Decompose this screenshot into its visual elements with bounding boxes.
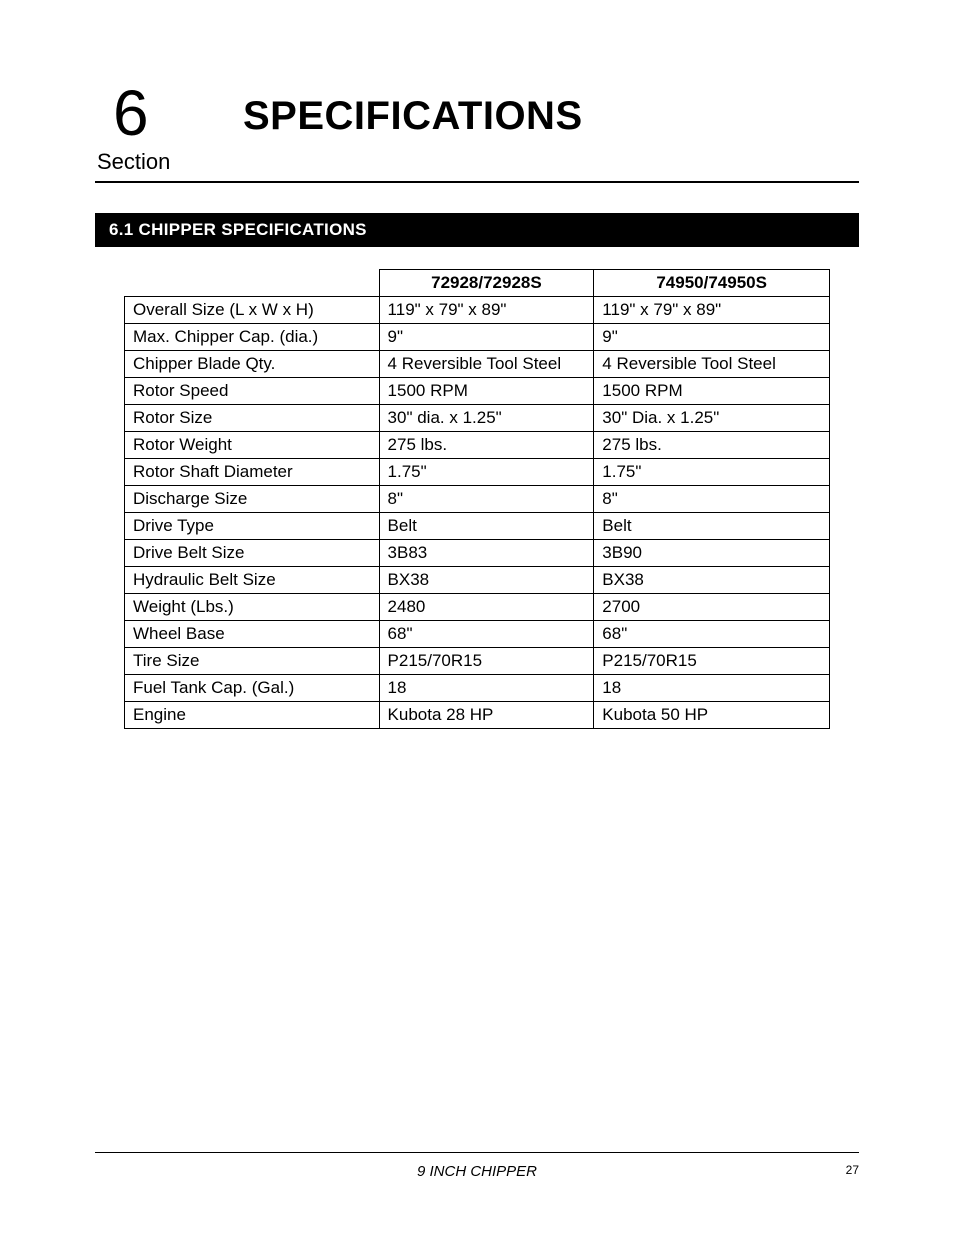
subsection-heading: 6.1 CHIPPER SPECIFICATIONS (95, 213, 859, 247)
table-row: Fuel Tank Cap. (Gal.)1818 (125, 675, 830, 702)
spec-label-cell: Wheel Base (125, 621, 380, 648)
spec-value-cell: 18 (379, 675, 594, 702)
spec-value-cell: 275 lbs. (379, 432, 594, 459)
table-row: EngineKubota 28 HPKubota 50 HP (125, 702, 830, 729)
table-row: Wheel Base68"68" (125, 621, 830, 648)
table-row: Rotor Weight275 lbs.275 lbs. (125, 432, 830, 459)
spec-label-cell: Rotor Size (125, 405, 380, 432)
spec-label-cell: Engine (125, 702, 380, 729)
spec-value-cell: BX38 (594, 567, 830, 594)
spec-value-cell: Kubota 50 HP (594, 702, 830, 729)
spec-value-cell: 9" (594, 324, 830, 351)
spec-label-cell: Rotor Weight (125, 432, 380, 459)
spec-value-cell: 68" (379, 621, 594, 648)
spec-label-cell: Weight (Lbs.) (125, 594, 380, 621)
spec-value-cell: P215/70R15 (594, 648, 830, 675)
spec-value-cell: 275 lbs. (594, 432, 830, 459)
spec-value-cell: Belt (379, 513, 594, 540)
spec-value-cell: 1500 RPM (379, 378, 594, 405)
spec-value-cell: 8" (379, 486, 594, 513)
spec-value-cell: 119" x 79" x 89" (594, 297, 830, 324)
spec-label-cell: Fuel Tank Cap. (Gal.) (125, 675, 380, 702)
table-row: Overall Size (L x W x H)119" x 79" x 89"… (125, 297, 830, 324)
page-number: 27 (846, 1163, 859, 1177)
spec-value-cell: 2480 (379, 594, 594, 621)
spec-value-cell: 3B83 (379, 540, 594, 567)
table-header-blank (125, 270, 380, 297)
spec-value-cell: 2700 (594, 594, 830, 621)
spec-value-cell: 30" dia. x 1.25" (379, 405, 594, 432)
spec-value-cell: 1.75" (379, 459, 594, 486)
page-footer: 9 INCH CHIPPER 27 (95, 1152, 859, 1183)
table-row: Hydraulic Belt SizeBX38BX38 (125, 567, 830, 594)
spec-label-cell: Discharge Size (125, 486, 380, 513)
spec-label-cell: Chipper Blade Qty. (125, 351, 380, 378)
spec-value-cell: Kubota 28 HP (379, 702, 594, 729)
spec-value-cell: 1500 RPM (594, 378, 830, 405)
table-header-col1: 72928/72928S (379, 270, 594, 297)
footer-divider (95, 1152, 859, 1153)
section-label: Section (95, 149, 859, 175)
table-row: Rotor Size30" dia. x 1.25"30" Dia. x 1.2… (125, 405, 830, 432)
spec-label-cell: Drive Type (125, 513, 380, 540)
section-number: 6 (113, 76, 149, 150)
table-row: Drive TypeBeltBelt (125, 513, 830, 540)
spec-value-cell: 68" (594, 621, 830, 648)
spec-label-cell: Overall Size (L x W x H) (125, 297, 380, 324)
spec-value-cell: 4 Reversible Tool Steel (379, 351, 594, 378)
table-row: Discharge Size8"8" (125, 486, 830, 513)
spec-label-cell: Hydraulic Belt Size (125, 567, 380, 594)
spec-value-cell: BX38 (379, 567, 594, 594)
table-row: Chipper Blade Qty.4 Reversible Tool Stee… (125, 351, 830, 378)
specifications-table: 72928/72928S 74950/74950S Overall Size (… (124, 269, 830, 729)
spec-value-cell: 30" Dia. x 1.25" (594, 405, 830, 432)
spec-value-cell: 18 (594, 675, 830, 702)
table-row: Max. Chipper Cap. (dia.)9"9" (125, 324, 830, 351)
section-header: 6 SPECIFICATIONS Section (95, 80, 859, 183)
spec-value-cell: 1.75" (594, 459, 830, 486)
page-title: SPECIFICATIONS (95, 80, 859, 139)
table-header-row: 72928/72928S 74950/74950S (125, 270, 830, 297)
spec-label-cell: Tire Size (125, 648, 380, 675)
spec-value-cell: 9" (379, 324, 594, 351)
table-row: Rotor Speed1500 RPM1500 RPM (125, 378, 830, 405)
table-row: Tire SizeP215/70R15P215/70R15 (125, 648, 830, 675)
spec-value-cell: 8" (594, 486, 830, 513)
header-divider (95, 181, 859, 183)
spec-value-cell: 4 Reversible Tool Steel (594, 351, 830, 378)
spec-value-cell: 119" x 79" x 89" (379, 297, 594, 324)
spec-value-cell: Belt (594, 513, 830, 540)
spec-label-cell: Max. Chipper Cap. (dia.) (125, 324, 380, 351)
table-row: Drive Belt Size3B833B90 (125, 540, 830, 567)
table-row: Rotor Shaft Diameter1.75"1.75" (125, 459, 830, 486)
spec-value-cell: P215/70R15 (379, 648, 594, 675)
spec-label-cell: Rotor Shaft Diameter (125, 459, 380, 486)
table-row: Weight (Lbs.)24802700 (125, 594, 830, 621)
spec-label-cell: Rotor Speed (125, 378, 380, 405)
table-header-col2: 74950/74950S (594, 270, 830, 297)
spec-value-cell: 3B90 (594, 540, 830, 567)
spec-label-cell: Drive Belt Size (125, 540, 380, 567)
footer-title: 9 INCH CHIPPER (95, 1163, 859, 1180)
